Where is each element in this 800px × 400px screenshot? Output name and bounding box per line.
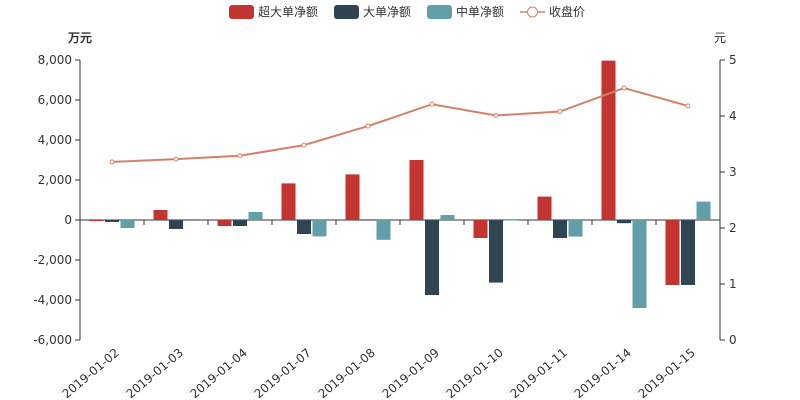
bar-中单净额[interactable] (504, 220, 519, 221)
close-price-point[interactable] (685, 103, 691, 109)
left-tick-label: -2,000 (33, 253, 72, 267)
left-tick-label: -4,000 (33, 293, 72, 307)
legend-label: 中单净额 (456, 4, 504, 19)
bar-超大单净额[interactable] (281, 183, 296, 220)
x-tick-label: 2019-01-09 (379, 346, 441, 400)
legend-swatch (334, 5, 359, 19)
close-price-point[interactable] (493, 112, 499, 118)
bar-中单净额[interactable] (568, 220, 583, 237)
close-price-point[interactable] (621, 85, 627, 91)
bar-大单净额[interactable] (617, 220, 631, 224)
left-tick-label: 0 (64, 213, 72, 227)
left-tick-label: 2,000 (38, 173, 72, 187)
left-tick-label: 8,000 (38, 53, 72, 67)
right-tick-label: 2 (729, 221, 737, 235)
x-tick-label: 2019-01-15 (635, 346, 697, 400)
bar-大单净额[interactable] (425, 220, 439, 295)
bar-超大单净额[interactable] (601, 60, 616, 220)
bar-中单净额[interactable] (120, 220, 135, 228)
bar-大单净额[interactable] (361, 219, 375, 220)
x-tick-label: 2019-01-14 (571, 346, 633, 400)
legend-swatch (229, 5, 254, 19)
close-price-point[interactable] (237, 153, 243, 159)
right-tick-label: 0 (729, 333, 737, 347)
close-price-point[interactable] (429, 101, 435, 107)
close-price-point[interactable] (173, 156, 179, 162)
bar-超大单净额[interactable] (217, 220, 232, 226)
close-price-point[interactable] (109, 159, 115, 165)
right-axis-title: 元 (714, 31, 726, 45)
bar-大单净额[interactable] (105, 220, 119, 222)
left-tick-label: 6,000 (38, 93, 72, 107)
bar-超大单净额[interactable] (345, 174, 360, 220)
legend-item-超大单净额[interactable]: 超大单净额 (229, 4, 318, 19)
legend-item-大单净额[interactable]: 大单净额 (334, 5, 411, 19)
bar-中单净额[interactable] (184, 219, 199, 220)
close-price-point[interactable] (301, 142, 307, 148)
bar-大单净额[interactable] (553, 220, 567, 238)
close-price-point[interactable] (365, 123, 371, 129)
bar-大单净额[interactable] (297, 220, 311, 234)
x-tick-label: 2019-01-03 (123, 346, 185, 400)
right-tick-label: 1 (729, 277, 737, 291)
legend-item-中单净额[interactable]: 中单净额 (427, 4, 504, 19)
left-tick-label: -6,000 (33, 333, 72, 347)
bar-超大单净额[interactable] (473, 220, 488, 238)
bar-中单净额[interactable] (312, 220, 327, 237)
bar-大单净额[interactable] (233, 220, 247, 226)
bar-中单净额[interactable] (376, 220, 391, 240)
bar-中单净额[interactable] (696, 201, 711, 220)
close-price-point[interactable] (557, 109, 563, 115)
bar-中单净额[interactable] (632, 220, 647, 308)
bar-中单净额[interactable] (248, 212, 263, 220)
legend-label: 收盘价 (549, 4, 585, 19)
left-axis-title: 万元 (67, 31, 92, 45)
x-tick-label: 2019-01-11 (507, 346, 569, 400)
right-tick-label: 3 (729, 165, 737, 179)
left-tick-label: 4,000 (38, 133, 72, 147)
legend-swatch (427, 5, 452, 19)
bar-中单净额[interactable] (440, 215, 455, 220)
bar-大单净额[interactable] (489, 220, 503, 283)
right-tick-label: 4 (729, 109, 737, 123)
bar-大单净额[interactable] (169, 220, 183, 229)
bar-超大单净额[interactable] (665, 220, 680, 285)
legend-label: 大单净额 (363, 5, 411, 19)
close-price-line (111, 86, 689, 163)
x-tick-label: 2019-01-07 (251, 346, 313, 400)
bar-大单净额[interactable] (681, 220, 695, 285)
right-tick-label: 5 (729, 53, 737, 67)
x-tick-label: 2019-01-02 (59, 346, 121, 400)
bar-超大单净额[interactable] (537, 196, 552, 220)
bar-超大单净额[interactable] (153, 210, 168, 220)
legend-label: 超大单净额 (258, 4, 318, 19)
x-tick-label: 2019-01-10 (443, 346, 505, 400)
legend-circle-icon (527, 6, 538, 18)
bar-超大单净额[interactable] (409, 160, 424, 220)
x-tick-label: 2019-01-08 (315, 346, 377, 400)
x-tick-label: 2019-01-04 (187, 346, 249, 400)
legend-item-收盘价[interactable]: 收盘价 (520, 4, 585, 19)
bar-超大单净额[interactable] (89, 220, 104, 221)
